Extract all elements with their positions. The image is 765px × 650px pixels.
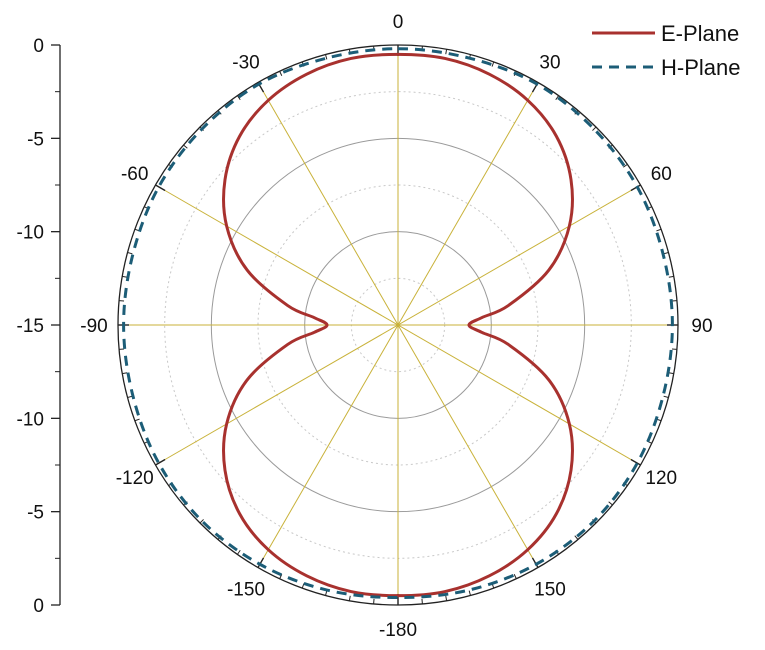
radial-tick-label: -5 — [27, 129, 44, 150]
radial-tick-label: -15 — [17, 316, 44, 337]
angle-tick — [445, 595, 448, 601]
angle-tick — [325, 54, 328, 60]
angle-tick — [236, 549, 241, 555]
angle-tick — [445, 49, 448, 55]
angle-label: -180 — [379, 620, 417, 641]
radial-tick-label: 0 — [33, 596, 44, 617]
angle-tick — [574, 535, 579, 540]
angle-tick — [183, 144, 188, 149]
radial-axis: 0 -5 -10 -15 -10 -5 0 — [17, 36, 61, 617]
angle-tick — [622, 163, 628, 168]
angle-label: 0 — [393, 12, 404, 33]
angle-tick — [668, 275, 674, 278]
radial-tick-label: -5 — [27, 503, 44, 524]
angle-tick — [592, 126, 597, 131]
angle-tick — [122, 275, 128, 278]
angle-tick — [199, 519, 204, 524]
angle-tick — [608, 501, 613, 506]
grid-spoke — [257, 82, 539, 568]
angle-tick — [134, 418, 140, 422]
series-lines — [122, 47, 674, 600]
angle-label: 90 — [691, 316, 712, 337]
angle-label: 120 — [645, 468, 677, 489]
angle-tick — [630, 458, 641, 466]
angle-tick — [236, 95, 241, 101]
angle-tick — [656, 228, 662, 232]
angle-tick — [630, 184, 641, 192]
series-line-h-plane — [122, 47, 674, 600]
angle-label: -120 — [116, 468, 154, 489]
angle-tick — [279, 71, 283, 76]
series-line-e-plane — [222, 52, 574, 598]
angle-label: -150 — [227, 579, 265, 600]
angle-tick — [663, 395, 669, 398]
angle-tick — [257, 557, 265, 568]
angle-label: 60 — [651, 164, 672, 185]
angle-label: 30 — [539, 53, 560, 74]
legend-label: E-Plane — [661, 21, 739, 46]
angle-label: -90 — [80, 316, 107, 337]
angle-tick — [127, 252, 133, 255]
angle-label: -60 — [121, 164, 148, 185]
angle-tick — [279, 574, 283, 579]
radial-tick-label: -10 — [17, 223, 44, 244]
angle-tick — [668, 372, 674, 375]
angle-tick — [468, 590, 471, 596]
angle-label: -30 — [232, 53, 259, 74]
angle-tick — [122, 372, 128, 375]
angle-labels: 0 30 60 90 120 150 -180 -150 -120 -90 -60 -30 — [80, 12, 712, 641]
angle-tick — [155, 184, 166, 192]
angle-tick — [491, 61, 495, 67]
legend: E-Plane H-Plane — [592, 21, 740, 80]
angle-label: 150 — [534, 579, 566, 600]
angle-tick — [348, 595, 351, 601]
legend-label: H-Plane — [661, 55, 740, 80]
radial-tick-label: 0 — [33, 36, 44, 57]
angle-tick — [531, 557, 539, 568]
angle-tick — [555, 95, 560, 101]
radial-tick-label: -10 — [17, 409, 44, 430]
angle-tick — [155, 458, 166, 466]
angle-tick — [513, 574, 517, 579]
